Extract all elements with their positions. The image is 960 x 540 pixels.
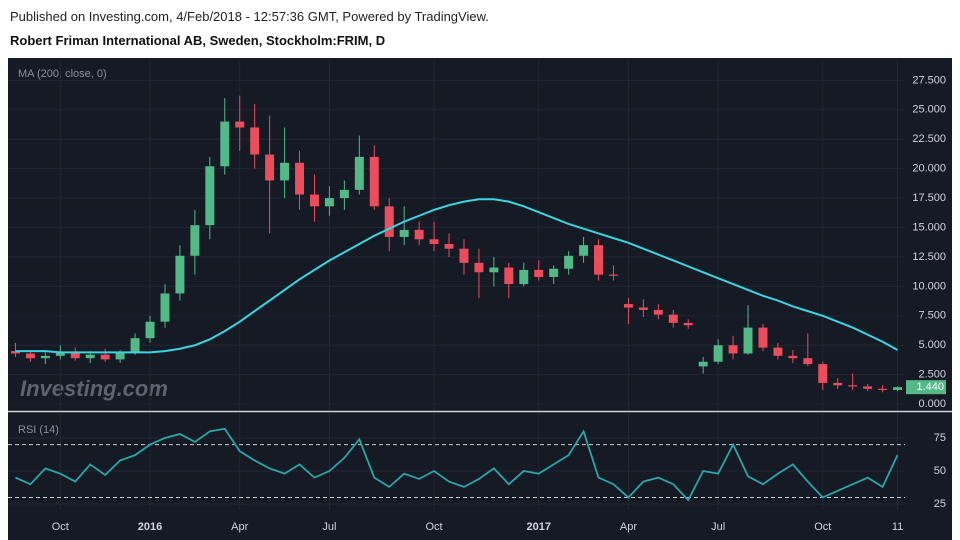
- rsi-line: [15, 427, 899, 502]
- candle-body: [534, 269, 544, 277]
- candle-body: [579, 245, 589, 256]
- candle-body: [309, 194, 319, 207]
- ma-legend: MA (200, close, 0): [18, 68, 107, 80]
- candle-body: [339, 189, 349, 199]
- candle-body: [863, 386, 873, 389]
- y-tick-label: 0.000: [918, 398, 946, 410]
- y-tick-label: 12.500: [912, 251, 946, 263]
- candle-body: [698, 361, 708, 367]
- candle-body: [803, 358, 813, 365]
- candle-body: [205, 166, 215, 226]
- y-tick-label: 50: [934, 465, 946, 477]
- x-tick-label: 11: [892, 521, 903, 533]
- candle-body: [474, 262, 484, 273]
- x-tick-label: Apr: [620, 521, 637, 533]
- candle-body: [743, 327, 753, 354]
- last-price-label: 1.440: [916, 381, 944, 393]
- candle-body: [893, 387, 903, 390]
- candle-body: [10, 351, 20, 354]
- rsi-legend: RSI (14): [18, 424, 59, 436]
- candle-body: [354, 156, 364, 190]
- candle-body: [414, 229, 424, 240]
- y-tick-label: 10.000: [912, 280, 946, 292]
- candle-body: [758, 327, 768, 348]
- candle-body: [175, 255, 185, 294]
- candle-body: [130, 338, 140, 353]
- candle-body: [444, 244, 454, 249]
- candle-body: [160, 293, 170, 322]
- y-tick-label: 20.000: [912, 163, 946, 175]
- candle-body: [25, 353, 35, 359]
- y-tick-label: 17.500: [912, 192, 946, 204]
- x-tick-label: Oct: [814, 521, 831, 533]
- candle-body: [429, 239, 439, 245]
- candle-body: [399, 229, 409, 237]
- candle-body: [250, 127, 260, 155]
- last-price-box: [906, 380, 946, 395]
- x-tick-label: Oct: [426, 521, 443, 533]
- candle-body: [324, 198, 334, 207]
- y-tick-label: 7.500: [918, 310, 946, 322]
- candle-body: [713, 345, 723, 362]
- y-tick-label: 15.000: [912, 221, 946, 233]
- x-tick-label: 2016: [138, 521, 162, 533]
- candle-body: [608, 274, 618, 276]
- candle-body: [489, 267, 499, 273]
- candle-body: [55, 352, 65, 356]
- ma-line: [15, 198, 899, 354]
- x-tick-label: Oct: [52, 521, 69, 533]
- candle-body: [519, 269, 529, 285]
- candle-body: [549, 268, 559, 277]
- candle-body: [564, 255, 574, 269]
- x-tick-label: Apr: [231, 521, 248, 533]
- candle-body: [878, 388, 888, 390]
- candle-body: [788, 355, 798, 359]
- y-tick-label: 2.500: [918, 369, 946, 381]
- chart-title: Robert Friman International AB, Sweden, …: [10, 33, 386, 48]
- candle-body: [295, 162, 305, 195]
- watermark: Investing.com: [20, 376, 168, 401]
- candle-body: [638, 307, 648, 310]
- published-line: Published on Investing.com, 4/Feb/2018 -…: [10, 9, 489, 24]
- x-tick-label: 2017: [526, 521, 550, 533]
- candle-body: [668, 314, 678, 323]
- candle-body: [280, 162, 290, 181]
- candle-body: [235, 121, 245, 128]
- candle-body: [145, 321, 155, 339]
- candle-body: [623, 304, 633, 308]
- candle-body: [594, 245, 604, 275]
- x-tick-label: Jul: [322, 521, 336, 533]
- y-tick-label: 22.500: [912, 133, 946, 145]
- candle-body: [728, 345, 738, 354]
- candle-body: [85, 354, 95, 359]
- y-tick-label: 5.000: [918, 339, 946, 351]
- candle-body: [265, 154, 275, 181]
- candle-body: [683, 322, 693, 326]
- candle-body: [115, 352, 125, 360]
- candle-body: [833, 382, 843, 386]
- x-tick-label: Jul: [711, 521, 725, 533]
- candle-body: [459, 248, 469, 263]
- candle-body: [384, 206, 394, 237]
- candle-body: [100, 354, 110, 360]
- candle-body: [773, 347, 783, 356]
- candle-body: [653, 309, 663, 315]
- y-tick-label: 27.500: [912, 74, 946, 86]
- y-tick-label: 75: [934, 432, 946, 444]
- candle-body: [848, 385, 858, 387]
- candle-body: [369, 156, 379, 207]
- y-tick-label: 25.000: [912, 104, 946, 116]
- candle-body: [40, 355, 50, 359]
- candle-body: [818, 364, 828, 383]
- candle-body: [504, 267, 514, 285]
- candle-body: [70, 352, 80, 359]
- candle-body: [190, 225, 200, 256]
- y-tick-label: 25: [934, 498, 946, 510]
- candle-body: [220, 121, 230, 167]
